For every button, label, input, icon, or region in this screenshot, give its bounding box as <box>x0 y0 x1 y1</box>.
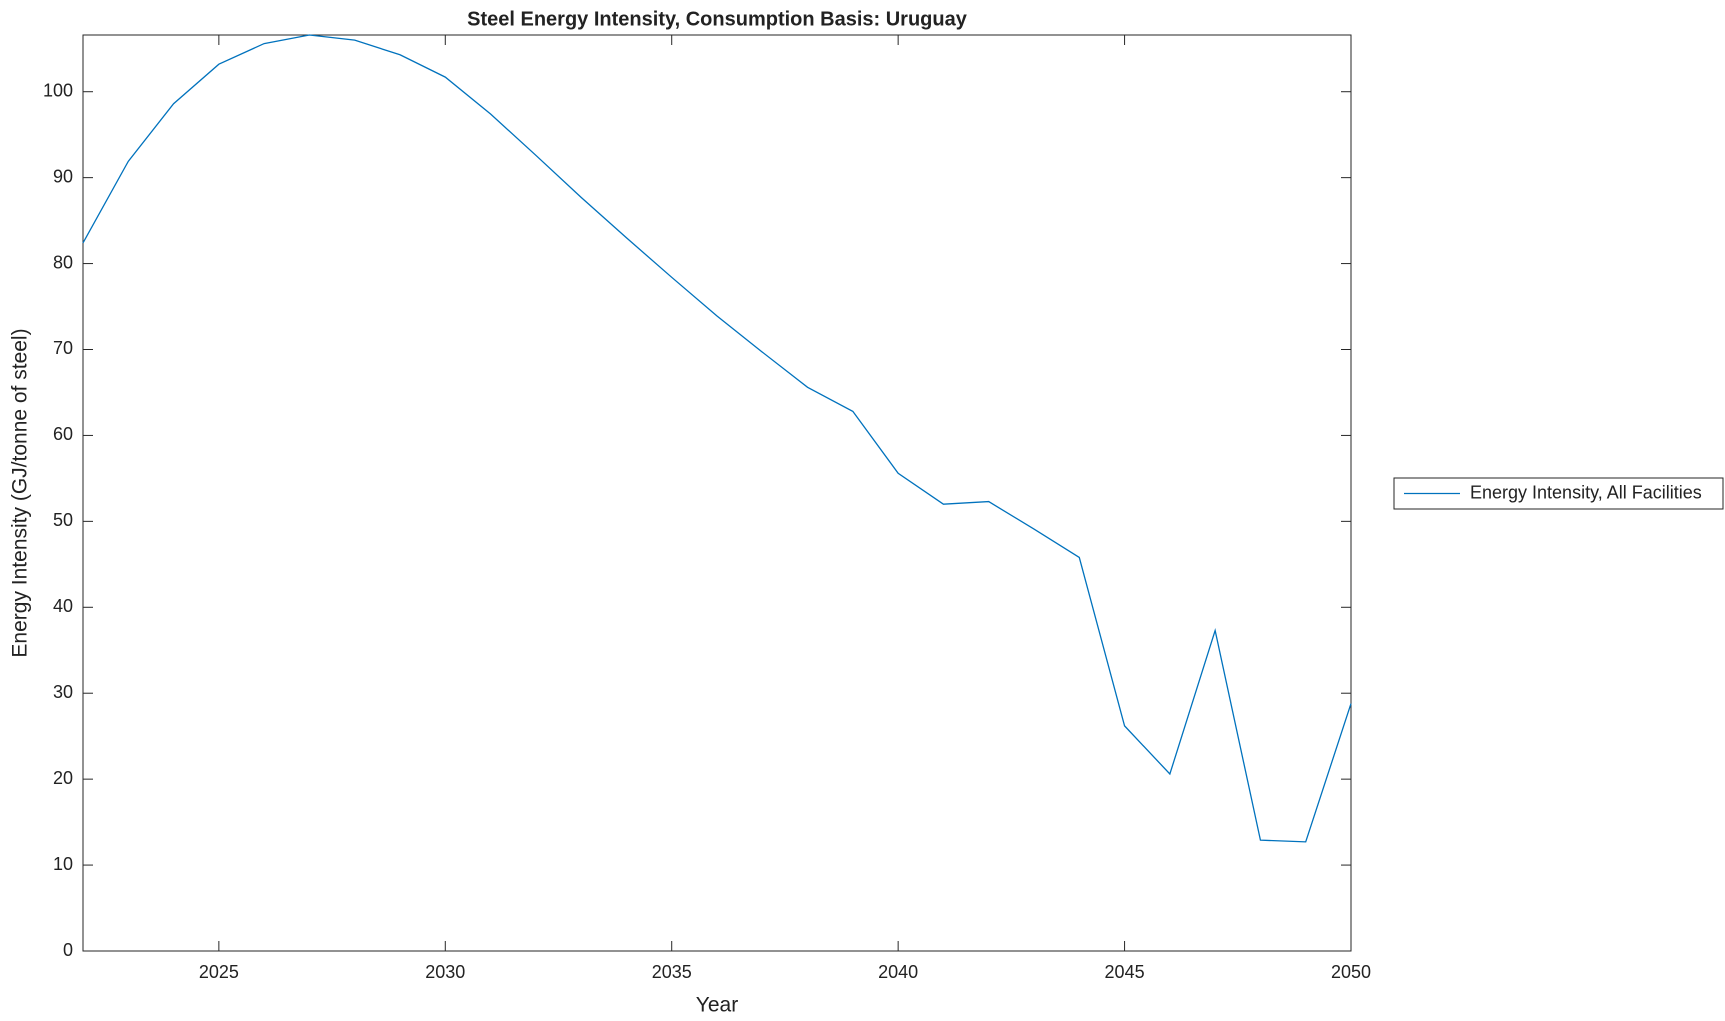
plot-frame <box>82 34 1352 952</box>
x-tick-label: 2040 <box>878 962 918 982</box>
y-tick-label: 30 <box>53 682 73 702</box>
x-tick-label: 2035 <box>652 962 692 982</box>
x-tick-label: 2045 <box>1105 962 1145 982</box>
y-tick-label: 60 <box>53 424 73 444</box>
y-tick-label: 20 <box>53 768 73 788</box>
y-tick-label: 0 <box>63 940 73 960</box>
chart-title: Steel Energy Intensity, Consumption Basi… <box>467 8 968 30</box>
y-tick-label: 80 <box>53 252 73 272</box>
x-axis-label: Year <box>696 994 738 1017</box>
y-tick-label: 10 <box>53 854 73 874</box>
y-tick-label: 40 <box>53 596 73 616</box>
y-tick-label: 50 <box>53 510 73 530</box>
x-tick-label: 2030 <box>425 962 465 982</box>
y-tick-label: 70 <box>53 338 73 358</box>
y-tick-label: 90 <box>53 166 73 186</box>
y-tick-label: 100 <box>43 80 73 100</box>
legend-label: Energy Intensity, All Facilities <box>1470 482 1702 502</box>
y-axis-label: Energy Intensity (GJ/tonne of steel) <box>9 328 32 657</box>
data-line <box>82 34 1352 843</box>
x-tick-label: 2025 <box>199 962 239 982</box>
x-tick-label: 2050 <box>1331 962 1371 982</box>
